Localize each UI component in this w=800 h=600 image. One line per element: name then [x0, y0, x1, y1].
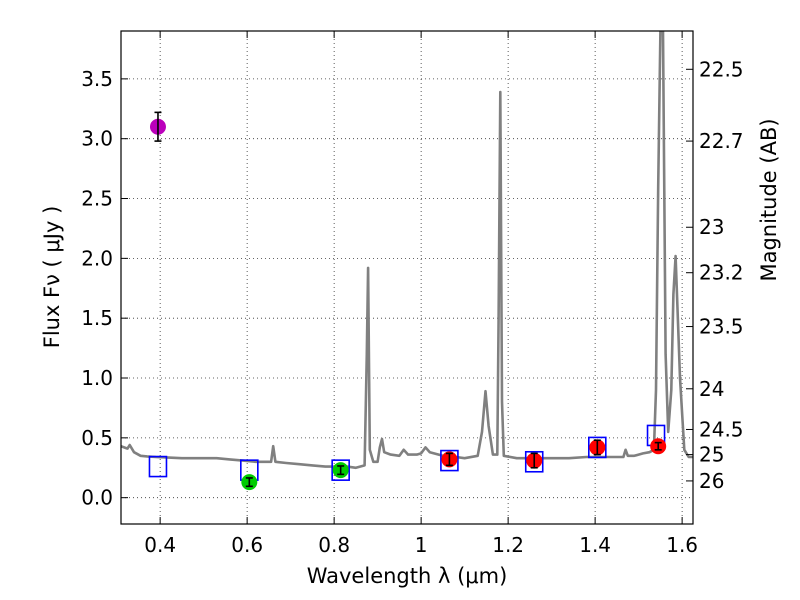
x-tick-label-2: 0.8 [318, 533, 350, 557]
model-photometry-square-5 [588, 436, 607, 459]
y-tick-label-0: 0.0 [81, 486, 113, 510]
model-spectrum-line [121, 31, 693, 470]
right-tick-label-2: 23 [699, 215, 724, 239]
x-axis-title: Wavelength λ (μm) [307, 564, 508, 588]
y-axis-title: Flux Fν ( μJy ) [40, 206, 64, 349]
axes: 0.4 0.6 0.8 1 1.2 1.4 1.6 0.0 0.5 1.0 1.5 2.0 2.5 3.0… [81, 31, 744, 557]
right-tick-label-3: 23.2 [699, 261, 744, 285]
y-tick-label-5: 2.5 [81, 187, 113, 211]
right-tick-label-1: 22.7 [699, 129, 744, 153]
right-axis-title: Magnitude (AB) [757, 118, 781, 281]
x-tick-label-1: 0.6 [231, 533, 263, 557]
right-tick-label-7: 25 [699, 443, 724, 467]
x-tick-label-3: 1 [415, 533, 428, 557]
y-tick-label-1: 0.5 [81, 426, 113, 450]
x-tick-label-6: 1.6 [666, 533, 698, 557]
x-tick-label-0: 0.4 [144, 533, 176, 557]
x-tick-label-5: 1.4 [579, 533, 611, 557]
y-tick-label-2: 1.0 [81, 366, 113, 390]
right-tick-label-4: 23.5 [699, 315, 744, 339]
right-tick-label-0: 22.5 [699, 57, 744, 81]
model-photometry-square-4 [524, 450, 544, 473]
y-tick-label-3: 1.5 [81, 306, 113, 330]
plot-content [121, 31, 693, 491]
right-tick-label-8: 26 [699, 469, 724, 493]
y-tick-label-7: 3.5 [81, 67, 113, 91]
x-tick-label-4: 1.2 [492, 533, 524, 557]
y-tick-label-4: 2.0 [81, 246, 113, 270]
y-tick-label-6: 3.0 [81, 127, 113, 151]
right-tick-label-6: 24.5 [699, 417, 744, 441]
plot-frame [120, 30, 694, 525]
model-photometry-square-2 [331, 459, 350, 481]
model-photometry-square-3 [440, 449, 459, 472]
model-photometry-square-0 [148, 455, 168, 478]
right-tick-label-5: 24 [699, 377, 724, 401]
